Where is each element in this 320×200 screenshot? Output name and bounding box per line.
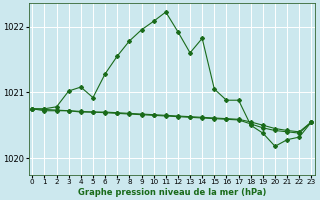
X-axis label: Graphe pression niveau de la mer (hPa): Graphe pression niveau de la mer (hPa): [78, 188, 266, 197]
